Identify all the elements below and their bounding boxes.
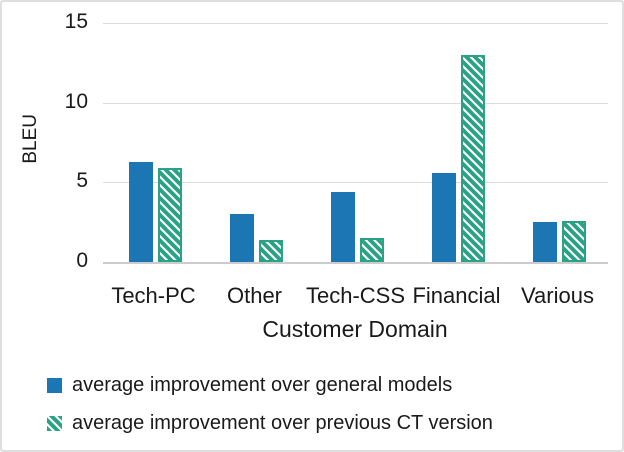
x-tick-label: Other xyxy=(226,283,283,308)
bar xyxy=(360,238,384,262)
bar xyxy=(331,191,355,262)
bar xyxy=(129,161,153,262)
plot-area xyxy=(103,23,608,264)
legend-swatch-icon xyxy=(47,378,62,393)
gridline xyxy=(103,102,608,104)
x-axis-line xyxy=(103,262,608,264)
gridline xyxy=(103,182,608,184)
bar xyxy=(461,54,485,262)
x-axis-title: Customer Domain xyxy=(262,316,448,342)
x-tick-label: Financial xyxy=(412,283,501,308)
bar xyxy=(432,172,456,262)
legend-label: average improvement over previous CT ver… xyxy=(72,412,493,434)
y-tick-label: 15 xyxy=(64,9,88,33)
legend-label: average improvement over general models xyxy=(72,374,453,396)
bar xyxy=(259,239,283,262)
legend-item: average improvement over general models xyxy=(47,374,493,397)
y-axis-title: BLEU xyxy=(20,114,41,164)
x-tick-label: Tech-CSS xyxy=(305,283,406,308)
bar xyxy=(158,168,182,262)
legend-swatch-icon xyxy=(47,416,62,431)
x-tick-label: Tech-PC xyxy=(111,283,196,308)
bar xyxy=(230,214,254,262)
y-tick-label: 5 xyxy=(76,169,88,193)
bar xyxy=(562,220,586,262)
legend-item: average improvement over previous CT ver… xyxy=(47,412,493,435)
legend: average improvement over general models a… xyxy=(47,374,493,435)
gridline xyxy=(103,23,608,24)
y-tick-label: 10 xyxy=(64,89,88,113)
bar xyxy=(533,222,557,262)
y-tick-label: 0 xyxy=(76,248,88,272)
x-tick-label: Various xyxy=(521,283,594,308)
